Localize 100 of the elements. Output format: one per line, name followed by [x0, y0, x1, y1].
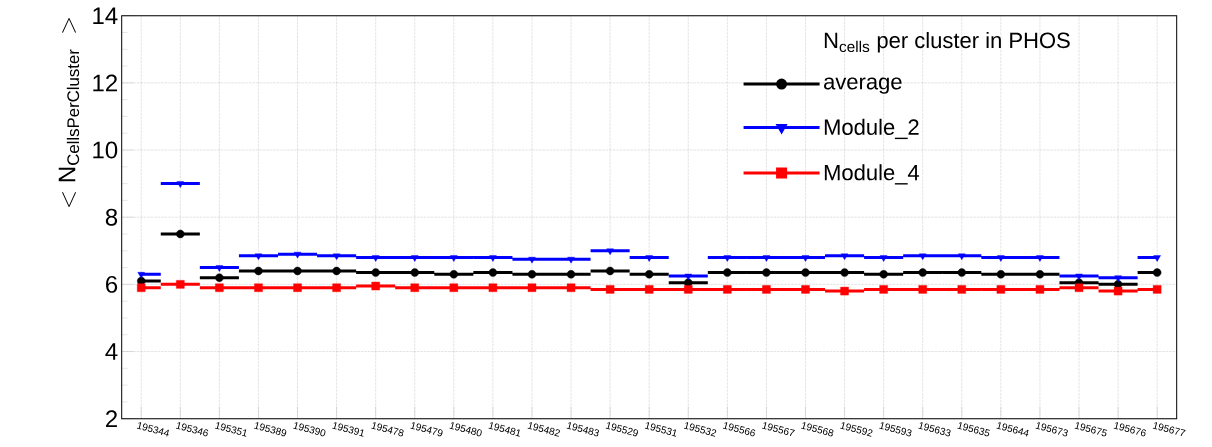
- x-tick-label: 195532: [683, 422, 717, 437]
- x-tick-label: 195593: [879, 422, 912, 437]
- x-tick-label: 195567: [762, 422, 795, 437]
- point: [801, 285, 810, 294]
- y-tick-label: 14: [93, 7, 118, 24]
- point: [840, 286, 849, 296]
- point: [1074, 283, 1084, 292]
- point: [879, 285, 888, 294]
- legend-title: N$_{cells}$ per cluster in PHOS: [824, 31, 1070, 53]
- point: [1113, 286, 1123, 296]
- point: [762, 268, 771, 277]
- point: [997, 255, 1005, 262]
- point: [176, 280, 185, 289]
- point: [371, 268, 380, 277]
- point: [489, 255, 497, 262]
- x-tick-label: 195676: [1113, 422, 1147, 437]
- x-tick-label: 195482: [527, 422, 560, 437]
- point: [762, 255, 771, 262]
- point: [176, 181, 184, 188]
- point: [254, 266, 263, 276]
- point: [996, 270, 1006, 279]
- y-tick-label: 10: [93, 141, 118, 159]
- x-tick-label: 195566: [722, 422, 756, 437]
- y-tick-label: 2: [106, 410, 117, 428]
- x-tick-label: 195481: [488, 422, 520, 437]
- point: [1035, 270, 1045, 279]
- x-tick-label: 195390: [293, 422, 326, 437]
- point: [1114, 275, 1122, 282]
- point: [450, 255, 458, 262]
- point: [527, 283, 537, 292]
- point: [254, 283, 263, 292]
- point: [411, 255, 419, 262]
- point: [215, 283, 224, 292]
- x-tick-label: 195673: [1035, 422, 1068, 437]
- legend-label: average: [824, 77, 902, 94]
- point: [215, 265, 224, 272]
- x-tick-label: 195391: [332, 422, 364, 437]
- x-tick-label: 195478: [371, 422, 404, 437]
- x-tick-label: 195592: [840, 422, 873, 437]
- y-tick-label: 12: [93, 74, 117, 92]
- x-tick-label: 195635: [957, 422, 990, 437]
- point: [801, 255, 810, 262]
- point: [527, 270, 537, 279]
- x-tick-label: 195677: [1152, 422, 1186, 437]
- point: [566, 270, 576, 279]
- point: [410, 268, 419, 277]
- point: [762, 285, 771, 294]
- point: [645, 285, 654, 294]
- point: [488, 268, 498, 277]
- point: [332, 283, 341, 292]
- point: [684, 285, 693, 294]
- point: [371, 281, 380, 291]
- point: [840, 253, 849, 261]
- point: [410, 283, 419, 292]
- point: [488, 283, 498, 292]
- x-tick-label: 195531: [644, 422, 677, 437]
- point: [254, 253, 263, 261]
- point: [449, 270, 459, 279]
- point: [918, 285, 927, 294]
- x-tick-label: 195351: [215, 422, 247, 437]
- legend-label: Module_4: [824, 164, 920, 185]
- point: [528, 256, 536, 264]
- point: [645, 255, 653, 262]
- x-tick-label: 195633: [918, 422, 951, 437]
- point: [1153, 255, 1161, 262]
- point: [605, 266, 615, 276]
- x-tick-label: 195389: [254, 422, 287, 437]
- point: [1075, 273, 1083, 281]
- point: [567, 256, 575, 264]
- y-tick-label: 6: [106, 275, 118, 293]
- point: [957, 268, 966, 277]
- point: [1035, 285, 1045, 294]
- point: [215, 273, 224, 282]
- point: [293, 266, 302, 276]
- point: [879, 255, 888, 262]
- point: [332, 253, 341, 261]
- point: [606, 248, 614, 255]
- x-tick-label: 195644: [996, 422, 1029, 437]
- x-tick-label: 195483: [566, 422, 599, 437]
- point: [879, 270, 888, 279]
- y-tick-label: 4: [105, 343, 118, 360]
- point: [645, 270, 654, 279]
- point: [958, 253, 966, 261]
- point: [372, 255, 380, 262]
- point: [1152, 268, 1162, 277]
- point: [293, 251, 302, 259]
- point: [605, 285, 615, 294]
- point: [918, 268, 927, 277]
- x-tick-label: 195344: [136, 422, 169, 437]
- x-tick-label: 195675: [1074, 422, 1108, 437]
- point: [137, 283, 146, 292]
- point: [957, 285, 966, 294]
- legend-label: Module_2: [824, 118, 919, 140]
- point: [566, 283, 576, 292]
- point: [840, 268, 849, 277]
- x-tick-label: 195479: [410, 422, 443, 437]
- point: [684, 273, 692, 281]
- point: [137, 272, 145, 279]
- x-tick-label: 195568: [801, 422, 834, 437]
- point: [996, 285, 1006, 294]
